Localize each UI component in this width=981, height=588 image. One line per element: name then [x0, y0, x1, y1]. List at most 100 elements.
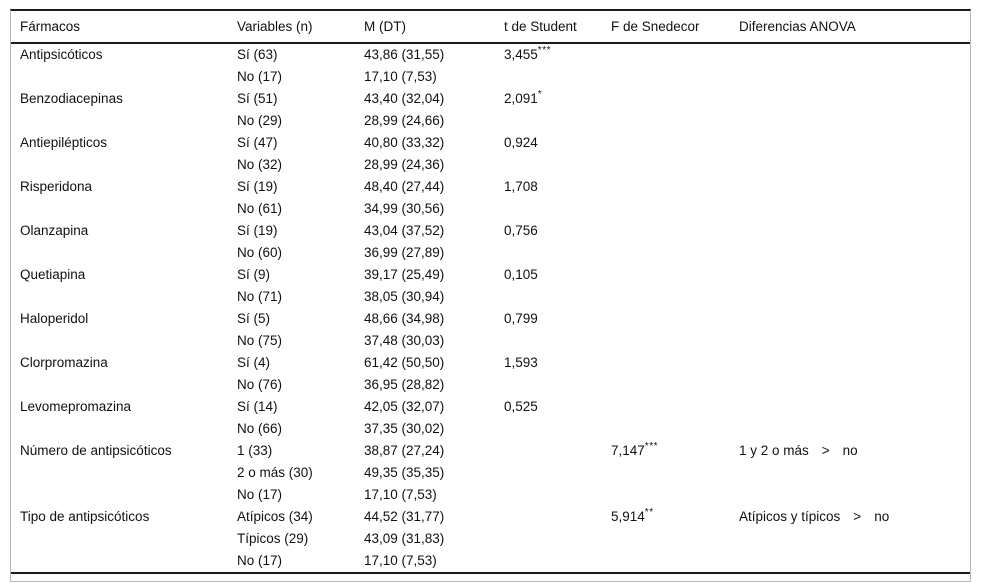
- t-significance-stars: ***: [537, 44, 551, 56]
- table-row: No (17) 17,10 (7,53): [11, 66, 970, 88]
- cell-variable: No (17): [237, 553, 283, 568]
- cell-variable: Sí (14): [237, 399, 278, 414]
- results-table-frame: Fármacos Variables (n) M (DT) t de Stude…: [10, 9, 971, 582]
- cell-f-snedecor: [611, 176, 739, 198]
- cell-farmaco: [11, 528, 237, 550]
- cell-t-student: [504, 66, 611, 88]
- cell-f-snedecor: [611, 264, 739, 286]
- cell-farmaco: [11, 484, 237, 506]
- table-row: No (29) 28,99 (24,66): [11, 110, 970, 132]
- cell-f-snedecor: [611, 242, 739, 264]
- cell-farmaco: Risperidona: [20, 179, 93, 194]
- cell-t-student: 3,455***: [504, 43, 611, 66]
- cell-diferencias-anova: [739, 88, 970, 110]
- results-table: Fármacos Variables (n) M (DT) t de Stude…: [11, 11, 970, 574]
- cell-t-student: 0,525: [504, 396, 611, 418]
- cell-variable: No (17): [237, 487, 283, 502]
- t-value: 0,756: [504, 223, 538, 238]
- cell-t-student: [504, 462, 611, 484]
- cell-f-snedecor: [611, 352, 739, 374]
- cell-diferencias-anova: [739, 132, 970, 154]
- f-significance-stars: **: [644, 506, 654, 518]
- cell-diferencias-anova: [739, 528, 970, 550]
- cell-variable: Sí (4): [237, 355, 271, 370]
- cell-diferencias-anova: [739, 308, 970, 330]
- cell-diferencias-anova: [739, 462, 970, 484]
- cell-farmaco: [11, 66, 237, 88]
- t-value: 0,924: [504, 135, 538, 150]
- cell-variable: Sí (19): [237, 223, 278, 238]
- t-significance-stars: *: [537, 88, 543, 100]
- cell-farmaco: [11, 154, 237, 176]
- table-row: No (76) 36,95 (28,82): [11, 374, 970, 396]
- cell-farmaco: [11, 418, 237, 440]
- cell-farmaco: [11, 198, 237, 220]
- t-value: 0,799: [504, 311, 538, 326]
- cell-variable: 1 (33): [237, 443, 273, 458]
- cell-f-snedecor: [611, 550, 739, 573]
- col-header-m-dt: M (DT): [364, 11, 504, 44]
- cell-m-dt: 28,99 (24,66): [364, 113, 445, 128]
- table-row: Número de antipsicóticos 1 (33) 38,87 (2…: [11, 440, 970, 462]
- cell-variable: No (60): [237, 245, 283, 260]
- cell-diferencias-anova: [739, 66, 970, 88]
- cell-variable: Atípicos (34): [237, 509, 313, 524]
- table-row: Benzodiacepinas Sí (51) 43,40 (32,04) 2,…: [11, 88, 970, 110]
- table-row: Típicos (29) 43,09 (31,83): [11, 528, 970, 550]
- cell-diferencias-anova: [739, 242, 970, 264]
- table-body: Antipsicóticos Sí (63) 43,86 (31,55) 3,4…: [11, 43, 970, 573]
- cell-variable: Sí (19): [237, 179, 278, 194]
- cell-t-student: 0,756: [504, 220, 611, 242]
- cell-diferencias-anova: [739, 43, 970, 66]
- table-row: No (17) 17,10 (7,53): [11, 550, 970, 573]
- cell-t-student: 0,799: [504, 308, 611, 330]
- cell-variable: Sí (51): [237, 91, 278, 106]
- cell-m-dt: 40,80 (33,32): [364, 135, 445, 150]
- cell-t-student: [504, 550, 611, 573]
- cell-variable: No (17): [237, 69, 283, 84]
- cell-m-dt: 17,10 (7,53): [364, 553, 437, 568]
- cell-t-student: 2,091*: [504, 88, 611, 110]
- cell-f-snedecor: [611, 43, 739, 66]
- table-row: No (32) 28,99 (24,36): [11, 154, 970, 176]
- cell-f-snedecor: [611, 154, 739, 176]
- cell-f-snedecor: [611, 374, 739, 396]
- cell-m-dt: 48,40 (27,44): [364, 179, 445, 194]
- cell-diferencias-anova: [739, 550, 970, 573]
- t-value: 1,708: [504, 179, 538, 194]
- cell-m-dt: 43,40 (32,04): [364, 91, 445, 106]
- cell-f-snedecor: [611, 418, 739, 440]
- dif-group-a: Atípicos y típicos: [739, 509, 841, 524]
- cell-m-dt: 36,95 (28,82): [364, 377, 445, 392]
- dif-operator: >: [821, 443, 830, 458]
- cell-t-student: [504, 484, 611, 506]
- table-row: Haloperidol Sí (5) 48,66 (34,98) 0,799: [11, 308, 970, 330]
- cell-t-student: 0,924: [504, 132, 611, 154]
- dif-operator: >: [853, 509, 862, 524]
- t-value: 1,593: [504, 355, 538, 370]
- t-value: 0,105: [504, 267, 538, 282]
- table-row: No (66) 37,35 (30,02): [11, 418, 970, 440]
- cell-m-dt: 42,05 (32,07): [364, 399, 445, 414]
- cell-f-snedecor: [611, 110, 739, 132]
- table-row: 2 o más (30) 49,35 (35,35): [11, 462, 970, 484]
- cell-m-dt: 38,87 (27,24): [364, 443, 445, 458]
- cell-variable: No (32): [237, 157, 283, 172]
- cell-f-snedecor: [611, 198, 739, 220]
- cell-farmaco: Haloperidol: [20, 311, 89, 326]
- cell-variable: Sí (9): [237, 267, 271, 282]
- cell-f-snedecor: [611, 66, 739, 88]
- cell-t-student: 0,105: [504, 264, 611, 286]
- cell-m-dt: 44,52 (31,77): [364, 509, 445, 524]
- cell-diferencias-anova: [739, 198, 970, 220]
- cell-t-student: [504, 110, 611, 132]
- table-row: Levomepromazina Sí (14) 42,05 (32,07) 0,…: [11, 396, 970, 418]
- cell-diferencias-anova: [739, 484, 970, 506]
- cell-f-snedecor: [611, 132, 739, 154]
- cell-t-student: [504, 528, 611, 550]
- cell-f-snedecor: [611, 396, 739, 418]
- cell-f-snedecor: [611, 484, 739, 506]
- table-row: Clorpromazina Sí (4) 61,42 (50,50) 1,593: [11, 352, 970, 374]
- cell-farmaco: [11, 374, 237, 396]
